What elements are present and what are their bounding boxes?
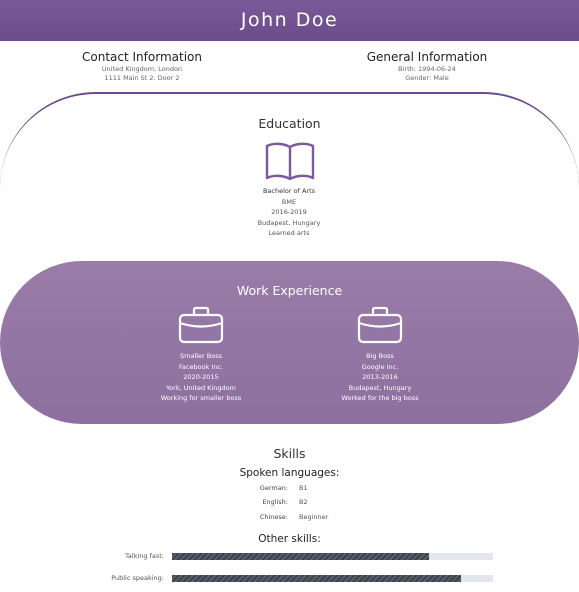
education-description: Learned arts bbox=[268, 229, 310, 237]
job-position: Big Boss bbox=[366, 352, 394, 360]
spoken-languages-title: Spoken languages: bbox=[239, 467, 340, 479]
birth-line: Birth: 1994-06-24 bbox=[398, 65, 456, 73]
briefcase-icon bbox=[357, 306, 403, 344]
job-years: 2020-2015 bbox=[183, 373, 219, 381]
language-row: German: B1 bbox=[0, 484, 579, 496]
job-company: Facebook Inc. bbox=[178, 362, 224, 371]
job-entry: Smaller Boss Facebook Inc. 2020-2015 Yor… bbox=[136, 306, 266, 404]
gender-line: Gender: Male bbox=[405, 74, 449, 82]
general-information: General Information Birth: 1994-06-24 Ge… bbox=[327, 49, 527, 83]
job-years: 2013-2016 bbox=[362, 373, 398, 381]
job-description: Worked for the big boss bbox=[341, 394, 419, 402]
other-skills-title: Other skills: bbox=[258, 533, 321, 545]
language-label: English: bbox=[262, 498, 288, 506]
job-position: Smaller Boss bbox=[180, 352, 222, 360]
job-location: York, United Kingdom bbox=[166, 383, 236, 392]
contact-information: Contact Information United Kingdom, Lond… bbox=[42, 49, 242, 83]
skill-progress-fill bbox=[172, 553, 429, 560]
skill-row: Talking fast: bbox=[0, 552, 579, 561]
language-level: B2 bbox=[299, 498, 308, 506]
language-level: Beginner bbox=[299, 513, 329, 521]
contact-street-line: 1111 Main St 2. Door 2 bbox=[104, 74, 180, 82]
work-experience-section: Work Experience Smaller Boss Facebook In… bbox=[0, 261, 579, 424]
skill-row: Public speaking: bbox=[0, 574, 579, 583]
language-label: German: bbox=[259, 484, 288, 492]
education-section-border bbox=[0, 92, 579, 272]
language-label: Chinese: bbox=[259, 513, 288, 521]
education-location: Budapest, Hungary bbox=[257, 218, 321, 227]
general-title: General Information bbox=[366, 50, 488, 64]
language-row: English: B2 bbox=[0, 498, 579, 510]
work-experience-title: Work Experience bbox=[236, 283, 343, 298]
skill-label: Public speaking: bbox=[111, 574, 164, 582]
contact-title: Contact Information bbox=[82, 50, 202, 64]
education-years: 2016-2019 bbox=[271, 208, 307, 216]
page-header: John Doe bbox=[0, 0, 579, 41]
job-company: Google Inc. bbox=[361, 362, 399, 371]
education-degree: Bachelor of Arts bbox=[262, 187, 316, 195]
skill-progress-fill bbox=[172, 575, 461, 582]
skills-title: Skills bbox=[273, 446, 306, 461]
skill-progress-track bbox=[172, 553, 493, 560]
job-location: Budapest, Hungary bbox=[348, 383, 412, 392]
job-entry: Big Boss Google Inc. 2013-2016 Budapest,… bbox=[315, 306, 445, 404]
education-entry: Bachelor of Arts BME 2016-2019 Budapest,… bbox=[189, 186, 389, 239]
skill-label: Talking fast: bbox=[125, 552, 164, 560]
book-icon bbox=[265, 142, 315, 181]
education-school: BME bbox=[281, 197, 297, 206]
person-name: John Doe bbox=[240, 9, 339, 31]
contact-address-line: United Kingdom, London bbox=[101, 65, 183, 73]
skill-progress-track bbox=[172, 575, 493, 582]
job-description: Working for smaller boss bbox=[160, 394, 242, 402]
language-level: B1 bbox=[299, 484, 308, 492]
education-title: Education bbox=[258, 116, 321, 131]
language-row: Chinese: Beginner bbox=[0, 513, 579, 525]
briefcase-icon bbox=[178, 306, 224, 344]
